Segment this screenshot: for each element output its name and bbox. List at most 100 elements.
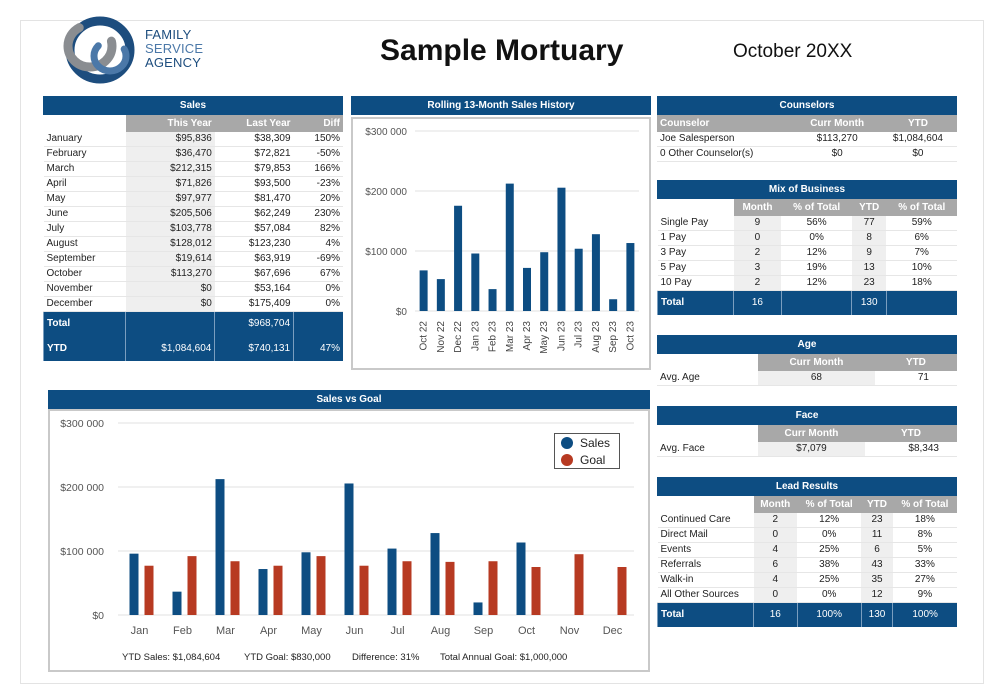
x-tick-label: Feb bbox=[173, 625, 192, 637]
bar bbox=[505, 183, 514, 311]
sales-row: December $0 $175,409 0% bbox=[43, 296, 343, 312]
mix-title: Mix of Business bbox=[657, 180, 957, 199]
sales-bar bbox=[129, 553, 139, 615]
page-title: Sample Mortuary bbox=[380, 34, 624, 67]
counselor-row-cell: $0 bbox=[878, 146, 957, 162]
sales-row-cell: $62,249 bbox=[214, 206, 294, 222]
x-tick-label: Sep bbox=[474, 625, 494, 637]
sales-row: September $19,614 $63,919 -69% bbox=[43, 251, 343, 267]
col-ytd: YTD bbox=[851, 199, 887, 216]
mix-row-cell: 3 bbox=[733, 260, 782, 276]
goal-panel: Sales vs Goal bbox=[48, 390, 650, 409]
sales-bar bbox=[387, 548, 397, 615]
bar bbox=[454, 205, 463, 311]
bar bbox=[540, 252, 549, 311]
y-tick-label: $0 bbox=[92, 610, 104, 622]
lead-row: Referrals 6 38% 43 33% bbox=[657, 557, 957, 573]
x-tick-label: Feb 23 bbox=[488, 321, 499, 353]
mix-row-cell: 13 bbox=[851, 260, 887, 276]
col-pct-ytd: % of Total bbox=[892, 496, 957, 513]
logo-line-3: AGENCY bbox=[145, 55, 202, 70]
lead-row-cell: 4 bbox=[753, 572, 798, 588]
rolling-chart-box: $0 $100 000 $200 000 $300 000 Oct 22 Nov 22 De… bbox=[351, 117, 651, 370]
sales-row: October $113,270 $67,696 67% bbox=[43, 266, 343, 282]
sales-row-cell: $36,470 bbox=[125, 146, 215, 162]
lead-row-cell: 23 bbox=[861, 513, 893, 528]
page-frame bbox=[20, 20, 984, 684]
sales-row-cell: $97,977 bbox=[125, 191, 215, 207]
col-ytd: YTD bbox=[874, 354, 957, 371]
sales-row-cell: $81,470 bbox=[214, 191, 294, 207]
col-ytd: YTD bbox=[861, 496, 893, 513]
sales-row-cell: $205,506 bbox=[125, 206, 215, 222]
mix-row-cell: 8 bbox=[851, 230, 887, 246]
col-month: Month bbox=[753, 496, 798, 513]
sales-row-cell: $63,919 bbox=[214, 251, 294, 267]
counselor-row: 0 Other Counselor(s) $0 $0 bbox=[657, 146, 957, 162]
lead-row: Direct Mail 0 0% 11 8% bbox=[657, 527, 957, 543]
lead-row-cell: 2 bbox=[753, 513, 798, 528]
legend-goal: Goal bbox=[555, 451, 619, 468]
lead-row-cell: 43 bbox=[861, 557, 893, 573]
x-tick-label: Jul 23 bbox=[574, 321, 585, 348]
sales-row-cell: $212,315 bbox=[125, 161, 215, 177]
mix-row-cell: 56% bbox=[781, 216, 852, 231]
lead-row-cell: Direct Mail bbox=[657, 527, 754, 543]
goal-bar bbox=[273, 565, 283, 615]
col-this-year: This Year bbox=[125, 115, 215, 132]
lead-row-cell: 0% bbox=[797, 587, 862, 603]
bar bbox=[419, 270, 428, 311]
lead-total-row: Total 16 100% 130 100% bbox=[657, 602, 957, 627]
lead-row-cell: 0 bbox=[753, 587, 798, 603]
goal-bar bbox=[574, 554, 584, 615]
sales-row-cell: -50% bbox=[293, 146, 343, 162]
logo-wordmark: FAMILY SERVICE AGENCY bbox=[145, 28, 203, 70]
goal-bar bbox=[144, 565, 154, 615]
x-tick-label: Jun bbox=[346, 625, 364, 637]
lead-row-cell: 6 bbox=[861, 542, 893, 558]
sales-row: November $0 $53,164 0% bbox=[43, 281, 343, 297]
rolling-chart: $0 $100 000 $200 000 $300 000 Oct 22 Nov 22 De… bbox=[365, 127, 639, 354]
sales-bar bbox=[430, 533, 440, 615]
x-tick-label: Jun 23 bbox=[556, 321, 567, 351]
sales-row-cell: -23% bbox=[293, 176, 343, 192]
mix-row-cell: 0 bbox=[733, 230, 782, 246]
bar bbox=[436, 279, 445, 311]
mix-row-cell: 0% bbox=[781, 230, 852, 246]
sales-row-cell: $79,853 bbox=[214, 161, 294, 177]
age-table: Curr Month YTD Avg. Age 68 71 bbox=[657, 354, 957, 386]
bar bbox=[557, 187, 566, 311]
sales-row: August $128,012 $123,230 4% bbox=[43, 236, 343, 252]
sales-row-cell: $19,614 bbox=[125, 251, 215, 267]
bar bbox=[471, 253, 480, 311]
sales-row-cell: June bbox=[43, 206, 126, 222]
sales-row-cell: April bbox=[43, 176, 126, 192]
sales-row: January $95,836 $38,309 150% bbox=[43, 132, 343, 147]
mix-row-cell: 2 bbox=[733, 245, 782, 261]
lead-row-cell: 12 bbox=[861, 587, 893, 603]
x-tick-label: Apr 23 bbox=[522, 321, 533, 351]
x-tick-label: Jan 23 bbox=[470, 321, 481, 351]
sales-row-cell: March bbox=[43, 161, 126, 177]
mix-row-cell: 59% bbox=[886, 216, 957, 231]
face-title: Face bbox=[657, 406, 957, 425]
y-tick-label: $100 000 bbox=[60, 546, 104, 558]
sales-row-cell: $71,826 bbox=[125, 176, 215, 192]
mix-total-row: Total 16 130 bbox=[657, 290, 957, 315]
x-tick-label: Jul bbox=[390, 625, 404, 637]
bar bbox=[523, 267, 531, 311]
footer-ytd-goal: YTD Goal: $830,000 bbox=[244, 652, 331, 663]
sales-row-cell: 166% bbox=[293, 161, 343, 177]
lead-panel: Lead Results Month % of Total YTD % of T… bbox=[657, 477, 957, 627]
rolling-panel: Rolling 13-Month Sales History bbox=[351, 96, 651, 115]
sales-row-cell: $57,084 bbox=[214, 221, 294, 237]
sales-row-cell: August bbox=[43, 236, 126, 252]
goal-bar bbox=[617, 567, 627, 615]
counselor-row-cell: Joe Salesperson bbox=[657, 132, 796, 147]
lead-row-cell: 8% bbox=[892, 527, 957, 543]
sales-row: July $103,778 $57,084 82% bbox=[43, 221, 343, 237]
x-tick-label: Apr bbox=[260, 625, 277, 637]
lead-row: Continued Care 2 12% 23 18% bbox=[657, 513, 957, 528]
lead-table: Month % of Total YTD % of Total Continue… bbox=[657, 496, 957, 627]
y-tick-label: $300 000 bbox=[60, 418, 104, 430]
